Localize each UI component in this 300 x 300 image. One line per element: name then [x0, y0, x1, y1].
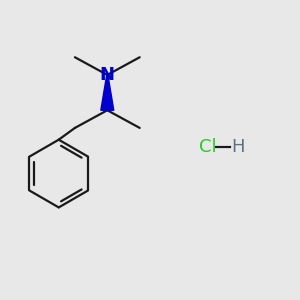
- Text: H: H: [232, 138, 245, 156]
- Polygon shape: [101, 75, 114, 110]
- Text: Cl: Cl: [199, 138, 216, 156]
- Text: N: N: [100, 66, 115, 84]
